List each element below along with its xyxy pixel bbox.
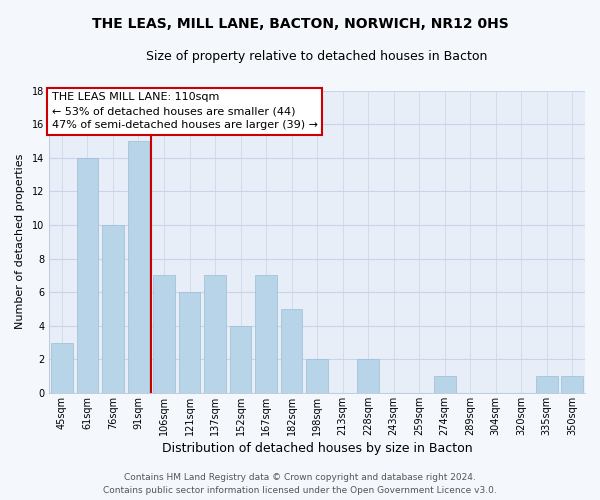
- Bar: [128, 141, 149, 393]
- Bar: [77, 158, 98, 393]
- Bar: [153, 276, 175, 393]
- Text: Contains HM Land Registry data © Crown copyright and database right 2024.
Contai: Contains HM Land Registry data © Crown c…: [103, 473, 497, 495]
- Title: Size of property relative to detached houses in Bacton: Size of property relative to detached ho…: [146, 50, 488, 63]
- Bar: [102, 225, 124, 393]
- Bar: [51, 342, 73, 393]
- Bar: [230, 326, 251, 393]
- Bar: [562, 376, 583, 393]
- Bar: [434, 376, 455, 393]
- Y-axis label: Number of detached properties: Number of detached properties: [15, 154, 25, 330]
- X-axis label: Distribution of detached houses by size in Bacton: Distribution of detached houses by size …: [162, 442, 472, 455]
- Bar: [255, 276, 277, 393]
- Bar: [357, 360, 379, 393]
- Bar: [179, 292, 200, 393]
- Bar: [204, 276, 226, 393]
- Bar: [536, 376, 557, 393]
- Bar: [306, 360, 328, 393]
- Bar: [281, 309, 302, 393]
- Text: THE LEAS, MILL LANE, BACTON, NORWICH, NR12 0HS: THE LEAS, MILL LANE, BACTON, NORWICH, NR…: [92, 18, 508, 32]
- Text: THE LEAS MILL LANE: 110sqm
← 53% of detached houses are smaller (44)
47% of semi: THE LEAS MILL LANE: 110sqm ← 53% of deta…: [52, 92, 318, 130]
